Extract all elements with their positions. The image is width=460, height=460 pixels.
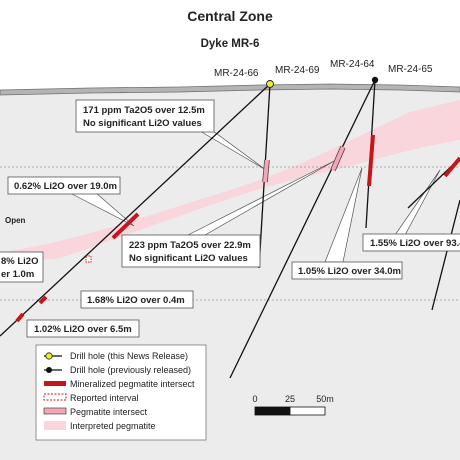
annotation-box-li-19 [7,176,121,195]
legend-label-prev-hole: Drill hole (previously released) [70,365,191,375]
mineralized-intersect-65m [15,312,25,323]
annotation-box-ta-lower [121,234,261,268]
annotation-box-li-partial [0,251,44,283]
annotation-li-04: 1.68% Li2O over 0.4m [87,295,185,306]
mineralized-intersect-19m [111,212,140,240]
pegmatite-intersect-mr-24-64-fill [331,146,345,171]
scale-label-25: 25 [285,394,295,404]
annotation-box-li-65 [26,319,140,338]
annotation-box-ta-upper [75,99,215,133]
annotation-ta-upper-line2: No significant Li2O values [83,118,202,129]
collar-mr-24-64 [371,76,379,84]
interpreted-pegmatite-body [5,100,460,260]
legend: Drill hole (this News Release) Drill hol… [35,344,207,441]
legend-swatch-reported [43,393,67,401]
scale-bar: 0 25 50m [252,394,334,416]
scale-label-0: 0 [252,394,257,404]
hole-label-mr-24-65: MR-24-65 [388,64,433,75]
mineralized-intersect-mr-24-65 [443,156,460,178]
hole-label-mr-24-64: MR-24-64 [330,59,375,70]
scale-label-50: 50m [316,394,334,404]
scale-bar-segment-1 [254,406,291,416]
cross-section-diagram: MR-24-66 MR-24-69 MR-24-64 MR-24-65 Dyke… [0,38,460,460]
collar-mr-24-66 [266,80,274,88]
annotation-li-934: 1.55% Li2O over 93.4m [370,238,460,249]
mineralized-intersect-10m [38,295,48,305]
mineralized-intersect-934m [367,134,375,187]
reported-interval-04m [85,255,92,263]
legend-swatch-new-hole [45,352,53,360]
open-label: Open [5,216,26,225]
legend-label-mineralized: Mineralized pegmatite intersect [70,379,195,389]
drill-hole-trace-mr-24-64-a [229,79,376,379]
annotation-li-19: 0.62% Li2O over 19.0m [14,181,117,192]
annotation-li-65: 1.02% Li2O over 6.5m [34,324,132,335]
figure-title: Central Zone [187,8,273,24]
drill-hole-trace-mr-24-65-b [431,199,460,311]
annotation-box-li-934 [362,233,460,252]
hole-label-mr-24-69: MR-24-69 [275,65,320,76]
legend-swatch-interpreted [44,421,66,430]
annotation-li-partial-line1: 8% Li2O [1,256,39,267]
legend-swatch-pegmatite [43,407,67,415]
section-name: Dyke MR-6 [201,38,260,50]
legend-label-new-hole: Drill hole (this News Release) [70,351,188,361]
annotation-ta-lower-line1: 223 ppm Ta2O5 over 22.9m [129,240,251,251]
legend-label-pegmatite: Pegmatite intersect [70,407,148,417]
annotation-ta-lower-line2: No significant Li2O values [129,253,248,264]
legend-swatch-mineralized [44,381,66,386]
annotation-li-34: 1.05% Li2O over 34.0m [298,266,401,277]
legend-label-reported: Reported interval [70,393,139,403]
topography-line [0,83,460,96]
drill-hole-trace-mr-24-66 [0,83,271,337]
legend-swatch-prev-hole [46,367,52,373]
annotation-li-partial-line2: er 1.0m [1,269,34,280]
annotation-ta-upper-line1: 171 ppm Ta2O5 over 12.5m [83,105,205,116]
legend-label-interpreted: Interpreted pegmatite [70,421,156,431]
hole-label-mr-24-66: MR-24-66 [214,68,259,79]
scale-bar-segment-2 [289,406,326,416]
pegmatite-intersect-mr-24-69-fill [263,159,269,183]
annotation-box-li-04 [80,290,194,309]
annotation-box-li-34 [291,261,403,280]
